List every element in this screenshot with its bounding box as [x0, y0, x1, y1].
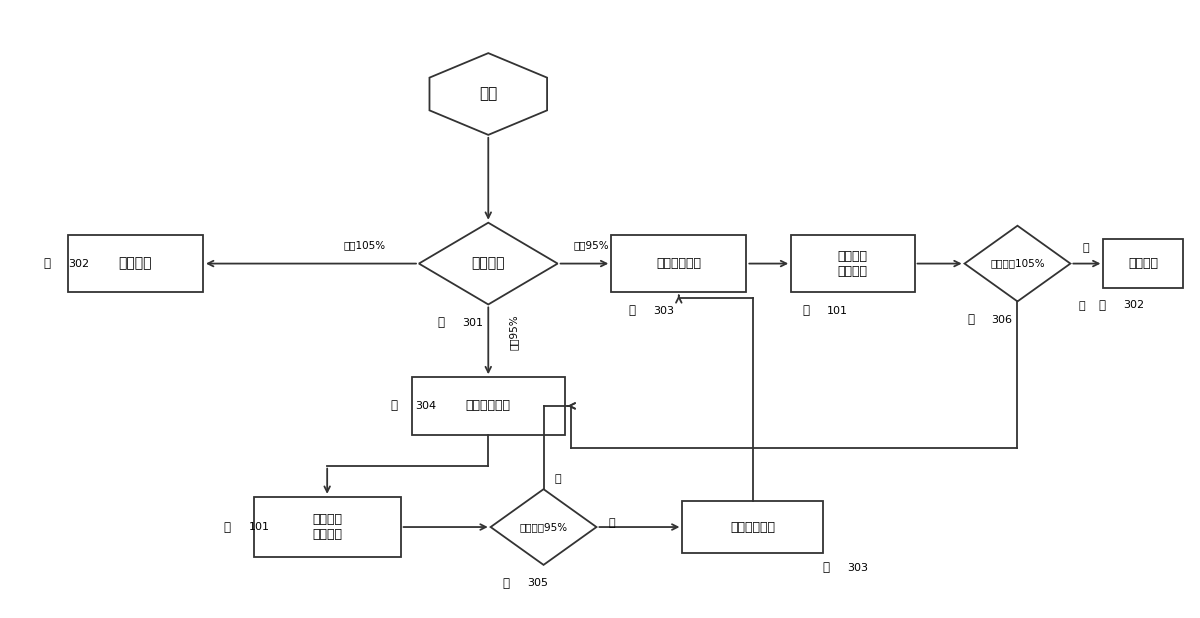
Text: 电压判断: 电压判断	[472, 256, 505, 271]
Polygon shape	[430, 53, 547, 135]
Text: ～: ～	[1099, 299, 1105, 312]
Text: ～: ～	[503, 577, 510, 590]
Text: ～: ～	[43, 257, 50, 270]
Text: 单个电池
电压检测: 单个电池 电压检测	[312, 513, 342, 541]
Text: 304: 304	[415, 401, 437, 411]
Text: 101: 101	[248, 522, 269, 532]
Text: 101: 101	[827, 305, 848, 316]
Bar	[1103, 239, 1183, 289]
Bar	[68, 235, 203, 292]
Text: 电压大于95%: 电压大于95%	[520, 522, 568, 532]
Text: 是: 是	[1082, 243, 1090, 253]
Text: 大于105%: 大于105%	[343, 240, 386, 250]
Text: 305: 305	[527, 578, 548, 588]
Text: ～: ～	[967, 313, 974, 326]
Text: 进入恒压模式: 进入恒压模式	[731, 520, 775, 533]
Bar	[611, 235, 746, 292]
Text: 充电完成: 充电完成	[1128, 257, 1158, 270]
Text: 大于95%: 大于95%	[574, 240, 610, 250]
Text: 否: 否	[554, 473, 560, 483]
Text: 小于95%: 小于95%	[509, 314, 520, 350]
Text: ～: ～	[391, 399, 397, 412]
Text: 单个电池
电压检测: 单个电池 电压检测	[838, 250, 868, 277]
Text: 否: 否	[1079, 301, 1086, 311]
Text: 进入恒流模式: 进入恒流模式	[466, 399, 511, 412]
Text: ～: ～	[438, 316, 445, 329]
Text: 进入恒压模式: 进入恒压模式	[656, 257, 701, 270]
Polygon shape	[419, 222, 558, 305]
Text: ～: ～	[629, 304, 635, 317]
Text: ～: ～	[803, 304, 809, 317]
Text: ～: ～	[822, 561, 829, 574]
Text: 充电完成: 充电完成	[119, 256, 152, 271]
Text: 301: 301	[462, 318, 484, 328]
Polygon shape	[491, 489, 596, 565]
Text: 开始: 开始	[479, 87, 498, 101]
Bar	[683, 501, 823, 552]
Text: 303: 303	[847, 563, 868, 573]
Bar	[412, 377, 565, 434]
Polygon shape	[965, 226, 1070, 302]
Bar	[791, 235, 914, 292]
Bar	[253, 497, 401, 557]
Text: 是: 是	[608, 519, 616, 528]
Text: 302: 302	[68, 258, 90, 269]
Text: 302: 302	[1123, 300, 1145, 310]
Text: ～: ～	[223, 520, 230, 533]
Text: 306: 306	[991, 315, 1013, 324]
Text: 电压大于105%: 电压大于105%	[990, 258, 1045, 269]
Text: 303: 303	[653, 305, 674, 316]
